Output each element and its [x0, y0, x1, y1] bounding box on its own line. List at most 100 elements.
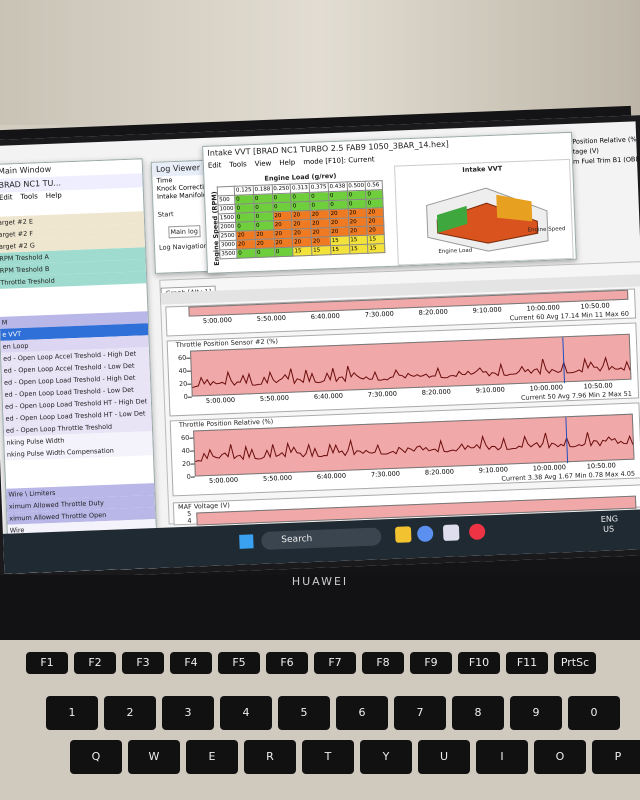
key[interactable]: F5 [218, 652, 260, 674]
table-cell[interactable]: 15 [367, 243, 386, 254]
key[interactable]: 9 [510, 696, 562, 730]
key[interactable]: Q [70, 740, 122, 774]
menu-item[interactable]: Tools [229, 160, 247, 169]
time-label: 10:50.00 [583, 381, 613, 391]
right-list: Position Relative (%) tage (V) m Fuel Trim… [572, 135, 640, 168]
table-cell[interactable]: 0 [236, 248, 256, 259]
time-label: 8:20.000 [421, 387, 452, 397]
key[interactable]: 7 [394, 696, 446, 730]
key[interactable]: 8 [452, 696, 504, 730]
search-box[interactable]: Search [261, 527, 382, 551]
key[interactable]: 3 [162, 696, 214, 730]
key[interactable]: 0 [568, 696, 620, 730]
trace-line [195, 432, 634, 462]
trace-line [192, 355, 631, 389]
key[interactable]: 4 [220, 696, 272, 730]
key[interactable]: F11 [506, 652, 548, 674]
key[interactable]: I [476, 740, 528, 774]
key[interactable]: 5 [278, 696, 330, 730]
time-label: 5:00.000 [205, 395, 236, 406]
y-tick-label: 4 [187, 516, 192, 525]
screen: Main Window BRAD NC1 TU... Edit Tools Help… [0, 115, 640, 581]
key[interactable]: 1 [46, 696, 98, 730]
key[interactable]: F8 [362, 652, 404, 674]
table-cell[interactable]: 0 [255, 247, 275, 258]
time-label: 9:10.000 [478, 465, 509, 475]
start-button[interactable] [239, 534, 254, 549]
time-label: 7:30.000 [367, 389, 398, 399]
key[interactable]: F10 [458, 652, 500, 674]
tick-mark [189, 437, 194, 439]
menu-item[interactable]: Edit [0, 193, 13, 202]
graph-panel: Throttle Position Relative (%) 60 40 20 0 5:0… [169, 402, 640, 497]
table-cell[interactable]: 15 [292, 246, 312, 257]
main-log-button[interactable]: Main log [168, 225, 201, 239]
plot-area [190, 333, 632, 397]
map-table: 0.125 0.188 0.250 0.313 0.375 0.438 0.500 0.56 5… [217, 180, 386, 259]
key[interactable]: T [302, 740, 354, 774]
trace [192, 337, 631, 389]
time-label: 9:10.000 [472, 305, 502, 315]
tick-mark [186, 370, 191, 372]
menu-item[interactable]: mode [F10]: Current [303, 155, 375, 167]
time-label: 7:30.000 [370, 469, 401, 479]
key[interactable]: F9 [410, 652, 452, 674]
app-icon[interactable] [394, 526, 412, 543]
key[interactable]: 2 [104, 696, 156, 730]
table-cell[interactable]: 0 [274, 247, 294, 257]
key[interactable]: F1 [26, 652, 68, 674]
y-tick-label: 0 [186, 472, 192, 481]
surface-plot [426, 187, 549, 252]
trace [195, 417, 634, 464]
key[interactable]: F6 [266, 652, 308, 674]
tick-mark [190, 463, 195, 465]
key[interactable]: PrtSc [554, 652, 596, 674]
key[interactable]: 6 [336, 696, 388, 730]
time-label: 5:50.000 [262, 473, 293, 483]
key[interactable]: R [244, 740, 296, 774]
language[interactable]: ENG [600, 514, 619, 524]
time-label: 5:50.000 [259, 393, 290, 403]
app-icon[interactable] [442, 524, 460, 542]
time-label: 10:00.000 [529, 383, 564, 393]
region[interactable]: US [603, 524, 615, 534]
key[interactable]: O [534, 740, 586, 774]
table-cell[interactable]: 15 [311, 245, 331, 256]
time-label: 10:50.00 [586, 461, 616, 471]
menu-item[interactable]: View [254, 159, 272, 168]
y-tick-label: 60 [180, 433, 190, 442]
menu-item[interactable]: Help [45, 191, 62, 201]
table-cell[interactable]: 15 [330, 244, 350, 255]
table-cell[interactable]: 15 [349, 244, 369, 254]
key[interactable]: F2 [74, 652, 116, 674]
key[interactable]: E [186, 740, 238, 774]
menu-item[interactable]: Help [279, 158, 296, 168]
time-label: 6:40.000 [316, 471, 347, 481]
y-tick-label: 0 [183, 392, 188, 401]
menu-item[interactable]: Edit [207, 161, 222, 170]
menu-item[interactable]: Tools [20, 192, 38, 201]
key[interactable]: F4 [170, 652, 212, 674]
map-window: Intake VVT [BRAD NC1 TURBO 2.5 FAB9 1050… [202, 131, 577, 274]
key[interactable]: F7 [314, 652, 356, 674]
key[interactable]: P [592, 740, 640, 774]
cursor-line [565, 417, 569, 464]
key[interactable]: F3 [122, 652, 164, 674]
time-label: 10:00.000 [526, 303, 560, 313]
list-item[interactable]: m Fuel Trim B1 (OBD) (%) [572, 155, 640, 166]
key[interactable]: U [418, 740, 470, 774]
y-tick-label: 60 [177, 353, 187, 362]
y-tick-label: 40 [181, 446, 190, 455]
time-label: 5:00.000 [202, 315, 233, 326]
time-label: 7:30.000 [364, 309, 394, 319]
time-label: 6:40.000 [310, 311, 341, 321]
graph-area: Graph [Alt+1] 5:00.0005:50.0006:40.0007:… [159, 260, 640, 526]
brand-logo: HUAWEI [291, 575, 349, 588]
app-icon[interactable] [416, 525, 434, 543]
key[interactable]: W [128, 740, 180, 774]
main-window: Main Window BRAD NC1 TU... Edit Tools Help… [0, 158, 159, 581]
app-icon[interactable] [468, 523, 486, 541]
key[interactable]: Y [360, 740, 412, 774]
time-label: 10:00.000 [532, 463, 567, 473]
